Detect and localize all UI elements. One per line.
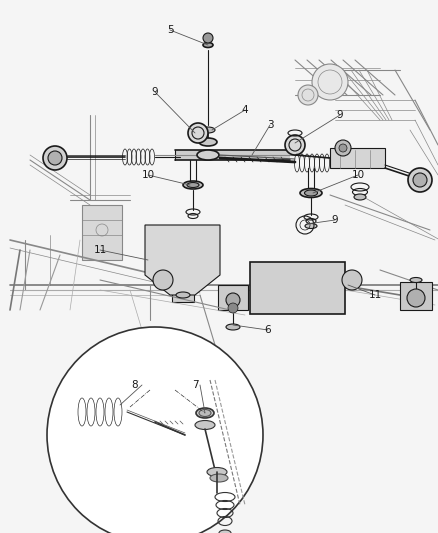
- Ellipse shape: [197, 150, 219, 160]
- Text: 3: 3: [267, 120, 273, 130]
- Bar: [218, 285, 248, 310]
- Bar: [172, 290, 194, 302]
- Ellipse shape: [188, 123, 208, 143]
- Ellipse shape: [354, 194, 366, 200]
- Circle shape: [43, 146, 67, 170]
- Text: 11: 11: [93, 245, 106, 255]
- Circle shape: [408, 168, 432, 192]
- Circle shape: [228, 303, 238, 313]
- Circle shape: [48, 151, 62, 165]
- Circle shape: [203, 33, 213, 43]
- Ellipse shape: [195, 421, 215, 430]
- Text: 9: 9: [332, 215, 338, 225]
- Text: 10: 10: [141, 170, 155, 180]
- Ellipse shape: [300, 189, 322, 198]
- Ellipse shape: [304, 190, 318, 196]
- Ellipse shape: [410, 278, 422, 282]
- Ellipse shape: [176, 292, 190, 298]
- Text: 9: 9: [337, 110, 343, 120]
- Ellipse shape: [219, 530, 231, 533]
- Ellipse shape: [196, 408, 214, 418]
- Circle shape: [153, 270, 173, 290]
- Bar: [82, 205, 122, 260]
- Bar: [250, 262, 345, 314]
- Circle shape: [413, 173, 427, 187]
- Circle shape: [342, 270, 362, 290]
- Ellipse shape: [285, 135, 305, 155]
- Circle shape: [335, 140, 351, 156]
- Ellipse shape: [199, 409, 211, 416]
- Circle shape: [407, 289, 425, 307]
- Circle shape: [339, 144, 347, 152]
- Ellipse shape: [305, 223, 317, 229]
- Text: 7: 7: [192, 380, 198, 390]
- Text: 5: 5: [167, 25, 173, 35]
- Text: 4: 4: [242, 105, 248, 115]
- Ellipse shape: [187, 182, 199, 188]
- Circle shape: [312, 64, 348, 100]
- Bar: [175, 150, 290, 160]
- Bar: [330, 148, 385, 168]
- Text: 6: 6: [265, 325, 271, 335]
- Bar: [400, 282, 432, 310]
- Ellipse shape: [210, 474, 228, 482]
- Circle shape: [298, 85, 318, 105]
- Text: 11: 11: [368, 290, 381, 300]
- Text: 9: 9: [152, 87, 158, 97]
- Ellipse shape: [226, 324, 240, 330]
- Ellipse shape: [203, 43, 213, 47]
- Bar: [265, 275, 283, 291]
- Ellipse shape: [207, 467, 227, 477]
- Ellipse shape: [183, 181, 203, 189]
- Circle shape: [47, 327, 263, 533]
- Text: 8: 8: [132, 380, 138, 390]
- Circle shape: [226, 293, 240, 307]
- Bar: [292, 275, 310, 291]
- Ellipse shape: [199, 138, 217, 146]
- Text: 10: 10: [351, 170, 364, 180]
- Ellipse shape: [201, 127, 215, 133]
- Polygon shape: [145, 225, 220, 295]
